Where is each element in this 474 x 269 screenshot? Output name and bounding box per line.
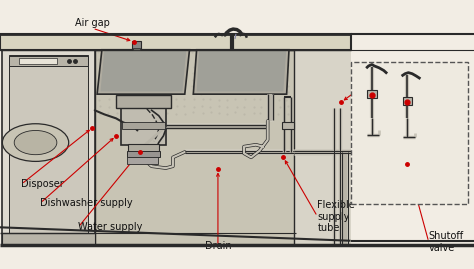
Text: Shutoff
valve: Shutoff valve [429,231,464,253]
Polygon shape [97,50,190,94]
Text: Drain: Drain [205,241,231,251]
Bar [9,56,88,66]
Bar [2,50,95,245]
Bar [403,97,412,105]
Bar [282,122,294,129]
Bar [121,104,166,145]
Bar [9,55,88,242]
Text: Disposer: Disposer [21,179,64,189]
Bar [19,58,57,64]
Text: Flexible
supply
tube: Flexible supply tube [318,200,355,233]
Text: Tailpiece: Tailpiece [374,73,416,83]
Polygon shape [100,51,186,91]
Text: Dishwasher supply: Dishwasher supply [40,198,133,208]
Text: Air gap: Air gap [75,18,110,28]
Text: Water supply: Water supply [78,222,143,232]
Bar [351,62,468,204]
Bar [122,122,165,129]
Bar [2,233,95,245]
Bar [132,41,141,49]
Polygon shape [197,51,286,91]
Circle shape [2,124,69,161]
Bar [0,34,351,50]
Bar [128,144,159,152]
Bar [294,35,351,245]
Circle shape [14,130,57,155]
Bar [133,48,140,50]
Polygon shape [193,50,289,94]
Bar [367,90,377,98]
Bar [127,157,158,164]
Bar [95,50,294,245]
Bar [127,151,160,157]
Bar [116,95,171,108]
